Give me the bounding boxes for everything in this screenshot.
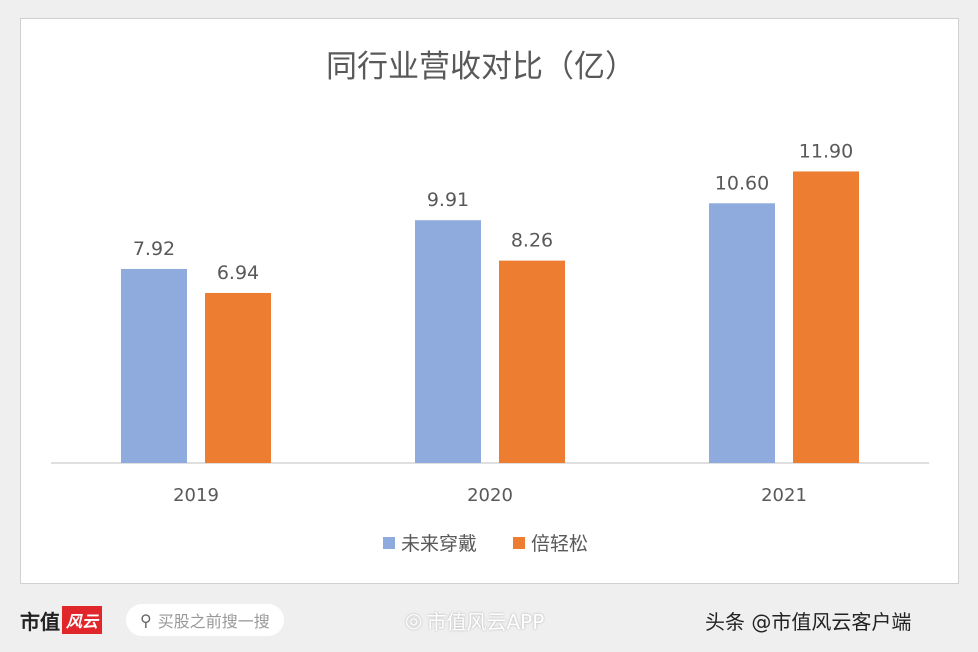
data-label: 8.26	[511, 230, 553, 252]
search-placeholder: 买股之前搜一搜	[157, 612, 270, 631]
logo: 市值 风云	[20, 604, 103, 636]
bar	[415, 220, 481, 463]
bar	[793, 171, 859, 463]
x-tick-label: 2020	[467, 485, 513, 506]
chart-panel: 同行业营收对比（亿） 7.92 6.94 2019 9.91 8.26 2020 10.60…	[20, 18, 959, 584]
logo-badge: 风云	[62, 606, 103, 634]
bar	[205, 292, 271, 463]
bar	[709, 203, 775, 464]
legend-label: 倍轻松	[531, 533, 588, 555]
x-tick-label: 2019	[173, 485, 219, 506]
legend-swatch	[513, 537, 525, 549]
data-label: 6.94	[217, 262, 259, 284]
bar-chart: 同行业营收对比（亿） 7.92 6.94 2019 9.91 8.26 2020 10.60…	[51, 49, 929, 555]
chart-title: 同行业营收对比（亿）	[326, 49, 636, 85]
data-label: 10.60	[715, 172, 769, 194]
bar	[121, 268, 187, 463]
legend-swatch	[383, 537, 395, 549]
bar	[499, 260, 565, 463]
logo-text: 市值	[20, 609, 60, 634]
x-tick-label: 2021	[761, 485, 807, 506]
data-label: 9.91	[427, 189, 469, 211]
data-label: 7.92	[133, 238, 175, 260]
legend-label: 未来穿戴	[401, 533, 477, 555]
weibo-text: 市值风云APP	[426, 609, 545, 634]
search-icon: ⚲	[140, 610, 152, 630]
search-box[interactable]: ⚲ 买股之前搜一搜	[126, 604, 284, 636]
weibo-icon: ◎	[405, 608, 423, 632]
weibo-watermark: ◎ 市值风云APP	[405, 604, 544, 636]
toutiao-credit: 头条 @市值风云客户端	[705, 609, 912, 634]
data-label: 11.90	[799, 140, 853, 162]
